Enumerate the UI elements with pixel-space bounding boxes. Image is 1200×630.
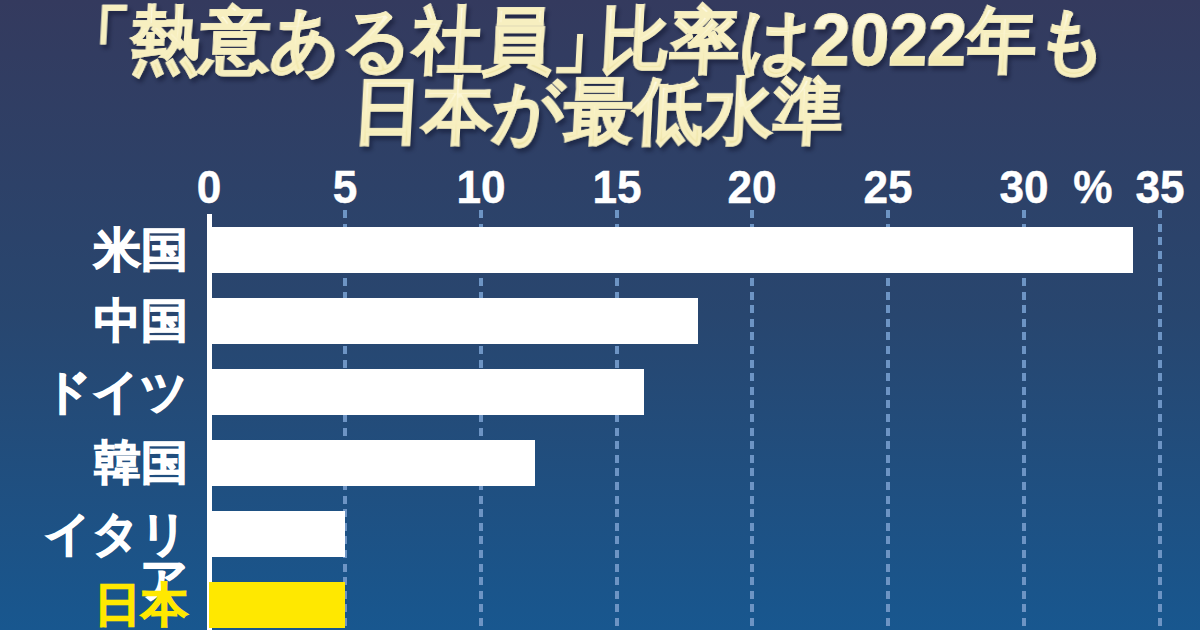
gridline-20 (750, 210, 754, 630)
x-tick-35: 35 (1135, 163, 1184, 211)
x-tick-20: 20 (728, 163, 777, 211)
bar-イタリア (209, 511, 345, 557)
gridline-25 (886, 210, 890, 630)
chart-title: 「熱意ある社員」比率は2022年も 日本が最低水準 (14, 0, 1186, 150)
bar-中国 (209, 298, 698, 344)
bar-米国 (209, 227, 1133, 273)
gridline-10 (479, 210, 483, 630)
category-label-日本: 日本 (0, 582, 188, 628)
gridline-35 (1158, 210, 1162, 630)
category-label-中国: 中国 (0, 298, 188, 344)
x-tick-5: 5 (333, 163, 358, 211)
gridline-15 (615, 210, 619, 630)
x-tick-15: 15 (592, 163, 641, 211)
y-axis-line (207, 214, 212, 630)
category-label-ドイツ: ドイツ (0, 369, 188, 415)
bar-韓国 (209, 440, 535, 486)
unit-label-percent: % (1073, 163, 1112, 211)
x-tick-30: 30 (1000, 163, 1049, 211)
category-label-イタリア: イタリア (0, 511, 188, 557)
x-tick-0: 0 (197, 163, 222, 211)
bar-日本 (209, 582, 345, 628)
chart-title-line2: 日本が最低水準 (14, 68, 1183, 154)
category-label-韓国: 韓国 (0, 440, 188, 486)
gridline-5 (343, 210, 347, 630)
gridline-30 (1022, 210, 1026, 630)
bar-ドイツ (209, 369, 644, 415)
x-tick-10: 10 (456, 163, 505, 211)
category-label-米国: 米国 (0, 227, 188, 273)
x-tick-25: 25 (864, 163, 913, 211)
infographic-page: 「熱意ある社員」比率は2022年も 日本が最低水準 0 5 10 15 20 25 30 35… (0, 0, 1200, 630)
